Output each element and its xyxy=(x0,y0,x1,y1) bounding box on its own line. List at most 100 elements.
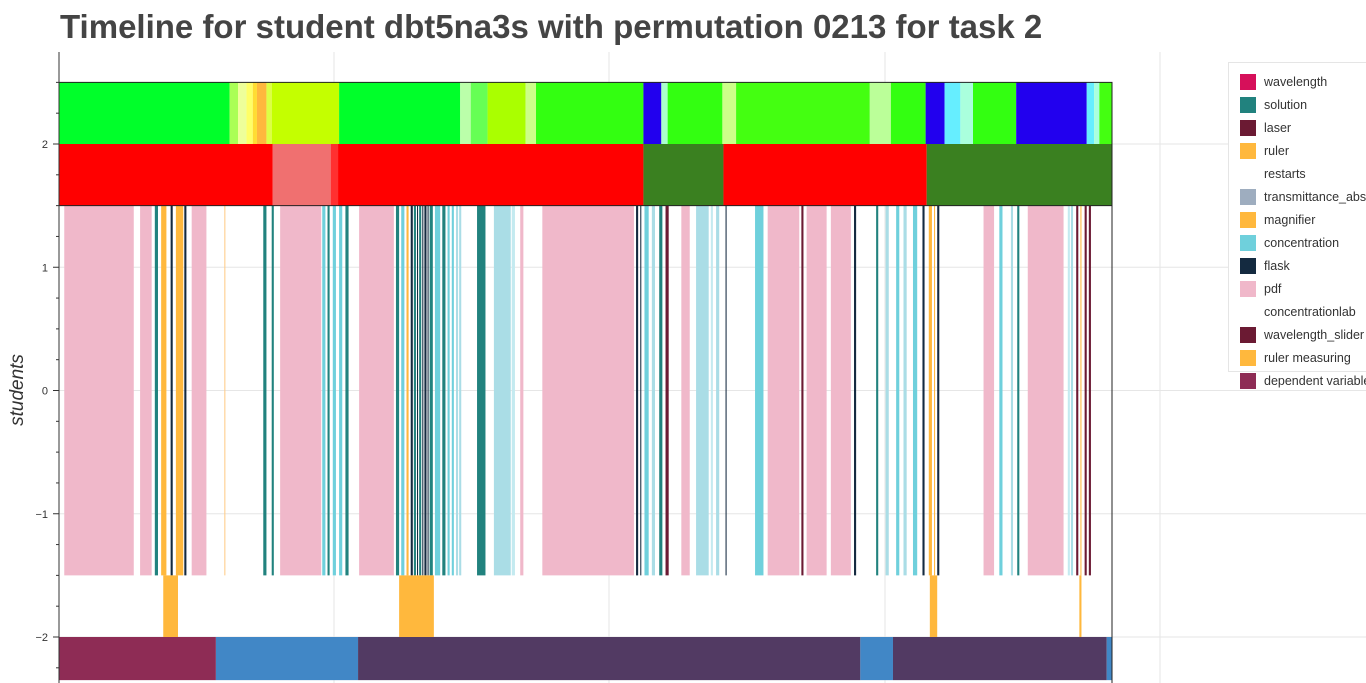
segment-top-12[interactable] xyxy=(525,82,537,144)
segment-middle-16[interactable] xyxy=(345,205,349,576)
segment-middle-28[interactable] xyxy=(429,205,433,576)
segment-middle-42[interactable] xyxy=(644,205,649,576)
segment-top-17[interactable] xyxy=(722,82,737,144)
segment-middle-23[interactable] xyxy=(417,205,419,576)
segment-middle-53[interactable] xyxy=(801,205,804,576)
segment-second-0[interactable] xyxy=(59,144,273,206)
segment-middle-37[interactable] xyxy=(511,205,515,576)
segment-ruler-1[interactable] xyxy=(399,575,434,637)
segment-middle-3[interactable] xyxy=(161,205,167,576)
segment-top-11[interactable] xyxy=(487,82,526,144)
legend-item[interactable]: dependent variable xyxy=(1240,369,1366,392)
segment-top-4[interactable] xyxy=(252,82,257,144)
segment-bottom-1[interactable] xyxy=(215,637,359,681)
segment-ruler-0[interactable] xyxy=(163,575,178,637)
legend-item[interactable]: magnifier xyxy=(1240,208,1366,231)
segment-top-3[interactable] xyxy=(246,82,253,144)
segment-top-20[interactable] xyxy=(890,82,926,144)
segment-middle-39[interactable] xyxy=(542,205,634,576)
segment-middle-33[interactable] xyxy=(455,205,459,576)
segment-top-27[interactable] xyxy=(1094,82,1100,144)
segment-middle-18[interactable] xyxy=(395,205,400,576)
segment-top-14[interactable] xyxy=(643,82,662,144)
segment-second-4[interactable] xyxy=(643,144,724,206)
segment-middle-64[interactable] xyxy=(934,205,936,576)
segment-ruler-3[interactable] xyxy=(1079,575,1082,637)
segment-middle-36[interactable] xyxy=(493,205,511,576)
legend-item[interactable]: concentration xyxy=(1240,231,1366,254)
segment-top-21[interactable] xyxy=(925,82,945,144)
legend-item[interactable]: pdf xyxy=(1240,277,1366,300)
legend-item[interactable]: solution xyxy=(1240,93,1366,116)
segment-second-1[interactable] xyxy=(272,144,331,206)
segment-top-16[interactable] xyxy=(667,82,723,144)
segment-middle-74[interactable] xyxy=(1080,205,1082,576)
segment-middle-6[interactable] xyxy=(184,205,187,576)
segment-middle-57[interactable] xyxy=(876,205,879,576)
segment-middle-12[interactable] xyxy=(322,205,326,576)
legend-item[interactable]: concentrationlab xyxy=(1240,300,1366,323)
segment-bottom-2[interactable] xyxy=(358,637,861,681)
segment-top-8[interactable] xyxy=(339,82,461,144)
segment-middle-55[interactable] xyxy=(830,205,851,576)
segment-bottom-4[interactable] xyxy=(892,637,1107,681)
segment-top-5[interactable] xyxy=(256,82,267,144)
segment-middle-32[interactable] xyxy=(451,205,454,576)
legend-item[interactable]: ruler xyxy=(1240,139,1366,162)
segment-middle-65[interactable] xyxy=(937,205,940,576)
segment-middle-67[interactable] xyxy=(999,205,1003,576)
segment-top-28[interactable] xyxy=(1099,82,1112,144)
legend-item[interactable]: wavelength_slider xyxy=(1240,323,1366,346)
segment-top-6[interactable] xyxy=(266,82,272,144)
legend-item[interactable]: flask xyxy=(1240,254,1366,277)
segment-top-13[interactable] xyxy=(536,82,644,144)
legend-item[interactable]: ruler measuring xyxy=(1240,346,1366,369)
segment-middle-22[interactable] xyxy=(413,205,416,576)
segment-middle-13[interactable] xyxy=(327,205,330,576)
segment-middle-44[interactable] xyxy=(659,205,663,576)
segment-middle-71[interactable] xyxy=(1067,205,1070,576)
segment-top-26[interactable] xyxy=(1086,82,1095,144)
segment-middle-5[interactable] xyxy=(175,205,184,576)
segment-middle-38[interactable] xyxy=(520,205,524,576)
segment-middle-19[interactable] xyxy=(401,205,405,576)
segment-middle-14[interactable] xyxy=(332,205,336,576)
segment-top-7[interactable] xyxy=(271,82,340,144)
segment-second-5[interactable] xyxy=(723,144,927,206)
segment-middle-10[interactable] xyxy=(271,205,274,576)
segment-middle-31[interactable] xyxy=(447,205,450,576)
segment-middle-75[interactable] xyxy=(1084,205,1087,576)
segment-top-15[interactable] xyxy=(661,82,668,144)
segment-middle-61[interactable] xyxy=(912,205,918,576)
segment-middle-66[interactable] xyxy=(983,205,995,576)
segment-middle-72[interactable] xyxy=(1070,205,1074,576)
segment-middle-73[interactable] xyxy=(1076,205,1079,576)
segment-middle-2[interactable] xyxy=(154,205,158,576)
segment-middle-49[interactable] xyxy=(716,205,720,576)
segment-top-1[interactable] xyxy=(229,82,239,144)
segment-middle-56[interactable] xyxy=(854,205,857,576)
legend-item[interactable]: transmittance_abs xyxy=(1240,185,1366,208)
segment-top-22[interactable] xyxy=(944,82,961,144)
segment-top-0[interactable] xyxy=(59,82,230,144)
legend-item[interactable]: restarts xyxy=(1240,162,1366,185)
segment-middle-47[interactable] xyxy=(696,205,709,576)
segment-top-10[interactable] xyxy=(470,82,488,144)
segment-middle-17[interactable] xyxy=(359,205,394,576)
segment-middle-0[interactable] xyxy=(64,205,134,576)
segment-middle-68[interactable] xyxy=(1010,205,1014,576)
segment-middle-62[interactable] xyxy=(922,205,925,576)
segment-middle-76[interactable] xyxy=(1088,205,1091,576)
segment-middle-52[interactable] xyxy=(767,205,800,576)
segment-middle-41[interactable] xyxy=(640,205,642,576)
segment-middle-50[interactable] xyxy=(725,205,727,576)
segment-middle-46[interactable] xyxy=(681,205,690,576)
segment-bottom-0[interactable] xyxy=(59,637,216,681)
segment-middle-24[interactable] xyxy=(419,205,422,576)
segment-middle-69[interactable] xyxy=(1017,205,1020,576)
segment-middle-48[interactable] xyxy=(710,205,713,576)
segment-top-23[interactable] xyxy=(960,82,974,144)
segment-middle-26[interactable] xyxy=(424,205,427,576)
segment-middle-27[interactable] xyxy=(427,205,429,576)
